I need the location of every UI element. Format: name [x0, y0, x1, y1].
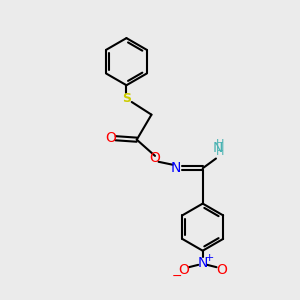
- Text: −: −: [172, 270, 182, 284]
- Text: N: N: [171, 161, 181, 175]
- Text: H: H: [216, 140, 225, 149]
- Text: N: N: [212, 141, 223, 155]
- Text: N: N: [197, 256, 208, 270]
- Text: +: +: [205, 253, 214, 263]
- Text: O: O: [106, 131, 117, 145]
- Text: O: O: [216, 263, 227, 277]
- Text: H: H: [216, 147, 225, 157]
- Text: O: O: [150, 151, 160, 165]
- Text: O: O: [178, 263, 189, 277]
- Text: S: S: [122, 92, 131, 105]
